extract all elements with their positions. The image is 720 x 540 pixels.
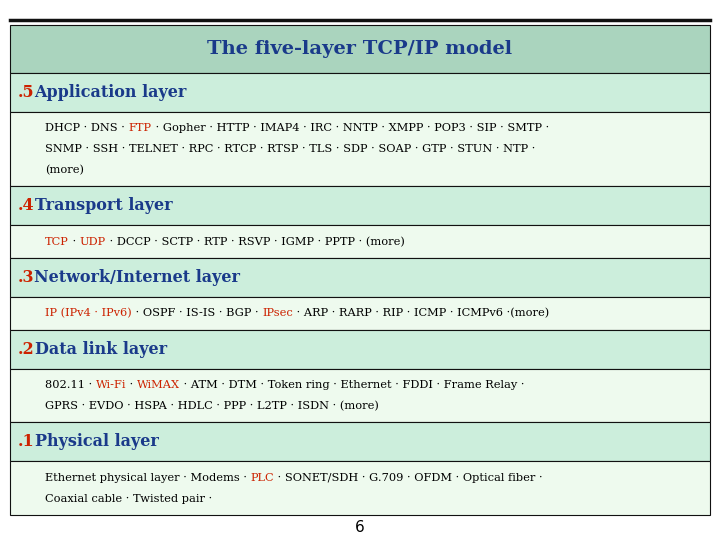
Text: IPsec: IPsec bbox=[262, 308, 293, 319]
Text: .1: .1 bbox=[18, 434, 35, 450]
Bar bbox=[10, 461, 710, 515]
Text: ·: · bbox=[68, 237, 80, 247]
Text: ·: · bbox=[127, 380, 138, 390]
Text: · DCCP · SCTP · RTP · RSVP · IGMP · PPTP · (more): · DCCP · SCTP · RTP · RSVP · IGMP · PPTP… bbox=[106, 237, 405, 247]
Text: .2: .2 bbox=[18, 341, 35, 358]
Text: · ARP · RARP · RIP · ICMP · ICMPv6 ·(more): · ARP · RARP · RIP · ICMP · ICMPv6 ·(mor… bbox=[293, 308, 549, 319]
Text: (more): (more) bbox=[45, 165, 84, 175]
Text: 802.11 ·: 802.11 · bbox=[45, 380, 96, 390]
Text: Transport layer: Transport layer bbox=[35, 197, 172, 214]
Text: 6: 6 bbox=[355, 521, 365, 536]
Bar bbox=[10, 73, 710, 112]
Bar bbox=[10, 330, 710, 369]
Text: · Gopher · HTTP · IMAP4 · IRC · NNTP · XMPP · POP3 · SIP · SMTP ·: · Gopher · HTTP · IMAP4 · IRC · NNTP · X… bbox=[151, 124, 549, 133]
Text: Physical layer: Physical layer bbox=[35, 434, 158, 450]
Text: SNMP · SSH · TELNET · RPC · RTCP · RTSP · TLS · SDP · SOAP · GTP · STUN · NTP ·: SNMP · SSH · TELNET · RPC · RTCP · RTSP … bbox=[45, 144, 536, 154]
Text: Network/Internet layer: Network/Internet layer bbox=[35, 269, 240, 286]
Bar bbox=[10, 297, 710, 330]
Text: .4: .4 bbox=[18, 197, 35, 214]
Text: Wi-Fi: Wi-Fi bbox=[96, 380, 127, 390]
Text: Ethernet physical layer · Modems ·: Ethernet physical layer · Modems · bbox=[45, 473, 251, 483]
Bar bbox=[10, 25, 710, 73]
Text: · SONET/SDH · G.709 · OFDM · Optical fiber ·: · SONET/SDH · G.709 · OFDM · Optical fib… bbox=[274, 473, 543, 483]
Text: Application layer: Application layer bbox=[35, 84, 187, 101]
Text: .5: .5 bbox=[18, 84, 35, 101]
Text: The five-layer TCP/IP model: The five-layer TCP/IP model bbox=[207, 40, 513, 58]
Text: · ATM · DTM · Token ring · Ethernet · FDDI · Frame Relay ·: · ATM · DTM · Token ring · Ethernet · FD… bbox=[181, 380, 525, 390]
Text: IP (IPv4 · IPv6): IP (IPv4 · IPv6) bbox=[45, 308, 132, 319]
Text: DHCP · DNS ·: DHCP · DNS · bbox=[45, 124, 128, 133]
Bar bbox=[10, 258, 710, 297]
Bar bbox=[10, 186, 710, 225]
Bar bbox=[10, 112, 710, 186]
Text: .3: .3 bbox=[18, 269, 35, 286]
Bar bbox=[10, 225, 710, 258]
Text: PLC: PLC bbox=[251, 473, 274, 483]
Text: Data link layer: Data link layer bbox=[35, 341, 167, 358]
Text: FTP: FTP bbox=[128, 124, 151, 133]
Text: GPRS · EVDO · HSPA · HDLC · PPP · L2TP · ISDN · (more): GPRS · EVDO · HSPA · HDLC · PPP · L2TP ·… bbox=[45, 401, 379, 411]
Text: UDP: UDP bbox=[80, 237, 106, 247]
Bar bbox=[10, 422, 710, 461]
Bar bbox=[10, 369, 710, 422]
Text: WiMAX: WiMAX bbox=[138, 380, 181, 390]
Text: TCP: TCP bbox=[45, 237, 68, 247]
Text: · OSPF · IS-IS · BGP ·: · OSPF · IS-IS · BGP · bbox=[132, 308, 262, 319]
Text: Coaxial cable · Twisted pair ·: Coaxial cable · Twisted pair · bbox=[45, 494, 212, 504]
